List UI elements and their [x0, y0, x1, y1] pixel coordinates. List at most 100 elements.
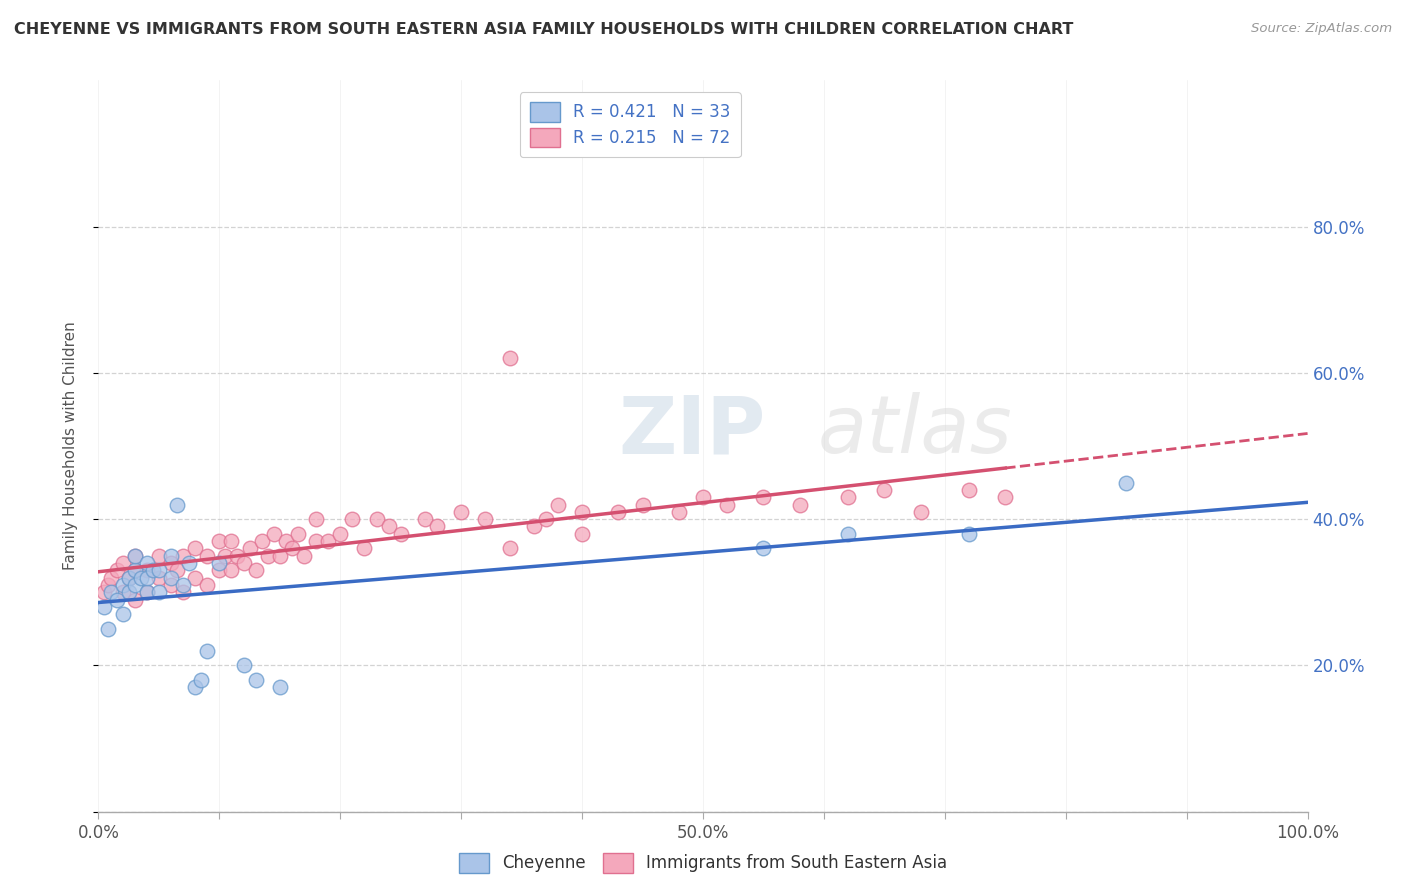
Point — [716, 498, 738, 512]
Point — [287, 526, 309, 541]
Point — [93, 585, 115, 599]
Point — [292, 549, 315, 563]
Point — [547, 498, 569, 512]
Text: ZIP: ZIP — [619, 392, 766, 470]
Point — [571, 505, 593, 519]
Point — [245, 563, 267, 577]
Point — [571, 526, 593, 541]
Point — [124, 563, 146, 577]
Point — [135, 585, 157, 599]
Point — [148, 563, 170, 577]
Point — [873, 483, 896, 497]
Point — [389, 526, 412, 541]
Point — [426, 519, 449, 533]
Point — [232, 556, 254, 570]
Point — [93, 599, 115, 614]
Text: CHEYENNE VS IMMIGRANTS FROM SOUTH EASTERN ASIA FAMILY HOUSEHOLDS WITH CHILDREN C: CHEYENNE VS IMMIGRANTS FROM SOUTH EASTER… — [14, 22, 1073, 37]
Point — [118, 585, 141, 599]
Point — [957, 483, 980, 497]
Point — [172, 578, 194, 592]
Point — [129, 571, 152, 585]
Point — [226, 549, 249, 563]
Point — [281, 541, 304, 556]
Point — [692, 490, 714, 504]
Point — [208, 563, 231, 577]
Point — [837, 526, 859, 541]
Point — [100, 571, 122, 585]
Point — [160, 578, 183, 592]
Point — [124, 578, 146, 592]
Point — [498, 541, 520, 556]
Point — [474, 512, 496, 526]
Point — [124, 563, 146, 577]
Point — [274, 534, 297, 549]
Point — [239, 541, 262, 556]
Point — [752, 490, 775, 504]
Point — [789, 498, 811, 512]
Legend: R = 0.421   N = 33, R = 0.215   N = 72: R = 0.421 N = 33, R = 0.215 N = 72 — [520, 92, 741, 157]
Point — [607, 505, 630, 519]
Point — [124, 549, 146, 563]
Point — [208, 556, 231, 570]
Point — [957, 526, 980, 541]
Point — [148, 549, 170, 563]
Point — [523, 519, 546, 533]
Point — [263, 526, 285, 541]
Point — [450, 505, 472, 519]
Point — [118, 571, 141, 585]
Point — [111, 585, 134, 599]
Point — [329, 526, 352, 541]
Point — [135, 556, 157, 570]
Point — [316, 534, 339, 549]
Point — [97, 622, 120, 636]
Point — [366, 512, 388, 526]
Point — [305, 512, 328, 526]
Point — [160, 571, 183, 585]
Point — [837, 490, 859, 504]
Point — [752, 541, 775, 556]
Point — [245, 673, 267, 687]
Point — [105, 592, 128, 607]
Point — [160, 549, 183, 563]
Point — [498, 351, 520, 366]
Point — [195, 549, 218, 563]
Point — [221, 534, 243, 549]
Point — [195, 644, 218, 658]
Point — [221, 563, 243, 577]
Point — [910, 505, 932, 519]
Point — [111, 607, 134, 622]
Point — [250, 534, 273, 549]
Point — [148, 585, 170, 599]
Point — [269, 549, 291, 563]
Point — [135, 585, 157, 599]
Point — [232, 658, 254, 673]
Y-axis label: Family Households with Children: Family Households with Children — [63, 322, 77, 570]
Point — [305, 534, 328, 549]
Point — [166, 563, 188, 577]
Point — [100, 585, 122, 599]
Point — [184, 681, 207, 695]
Point — [342, 512, 364, 526]
Point — [1115, 475, 1137, 490]
Point — [631, 498, 654, 512]
Point — [105, 563, 128, 577]
Point — [256, 549, 278, 563]
Point — [184, 541, 207, 556]
Point — [135, 571, 157, 585]
Text: atlas: atlas — [818, 392, 1012, 470]
Point — [166, 498, 188, 512]
Point — [534, 512, 557, 526]
Point — [118, 571, 141, 585]
Point — [208, 534, 231, 549]
Point — [190, 673, 212, 687]
Point — [172, 549, 194, 563]
Point — [377, 519, 399, 533]
Point — [184, 571, 207, 585]
Point — [172, 585, 194, 599]
Point — [148, 571, 170, 585]
Point — [413, 512, 436, 526]
Point — [195, 578, 218, 592]
Point — [214, 549, 236, 563]
Point — [668, 505, 690, 519]
Point — [353, 541, 375, 556]
